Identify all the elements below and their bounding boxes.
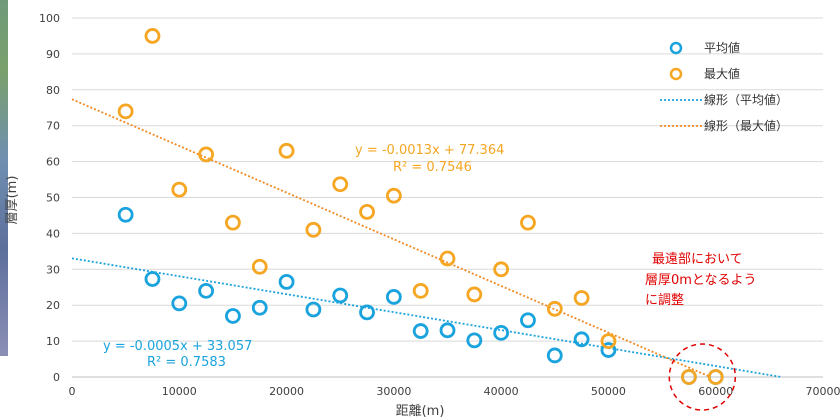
trend-max-equation: y = -0.0013x + 77.364 [355,143,504,158]
point-max [198,146,215,163]
point-avg [439,322,456,339]
y-tick-label: 40 [46,227,60,240]
x-tick-label: 60000 [698,385,733,398]
legend-max-marker [669,67,683,81]
trend-avg-equation: y = -0.0005x + 33.057 [103,339,252,354]
point-avg [251,299,268,316]
point-avg [305,301,322,318]
point-avg [546,347,563,364]
point-avg [171,295,188,312]
point-avg [225,308,241,324]
x-tick-label: 70000 [806,385,840,398]
y-axis-label: 層厚(m) [5,176,20,225]
y-tick-label: 20 [46,299,60,312]
point-max [144,28,161,44]
point-max [493,261,510,278]
y-tick-label: 30 [46,263,60,276]
x-tick-label: 50000 [591,385,626,398]
point-max [225,214,241,231]
x-tick-label: 20000 [269,385,304,398]
trendlines [71,98,782,378]
point-max [412,282,429,299]
point-max [466,286,483,303]
annotation-line-3: に調整 [645,293,684,308]
legend-trend-max-label: 線形（最大値） [704,118,788,133]
x-tick-label: 30000 [376,385,411,398]
trendline-equations: y = -0.0013x + 77.364 R² = 0.7546 y = -0… [103,143,504,370]
point-avg [493,324,510,341]
y-tick-label: 70 [46,120,60,133]
trendline-max [71,98,711,378]
point-max [171,181,188,198]
point-max [707,369,724,385]
point-avg [520,312,536,329]
point-max [305,221,322,238]
point-avg [117,206,134,223]
point-max [680,369,697,385]
x-tick-label: 10000 [162,385,197,398]
annotation: 最遠部において 層厚0mとなるよう に調整 [645,252,757,411]
annotation-line-1: 最遠部において [652,252,743,267]
trend-avg-r2: R² = 0.7583 [147,355,226,370]
point-max [439,250,456,267]
y-tick-label: 50 [46,192,60,205]
point-max [546,300,563,317]
point-avg [359,304,375,321]
legend: 平均値 最大値 線形（平均値） 線形（最大値） [660,40,788,133]
x-tick-label: 40000 [484,385,519,398]
point-avg [600,342,617,358]
point-max [385,187,402,204]
y-tick-label: 60 [46,156,60,169]
point-max [359,203,375,220]
y-tick-label: 100 [39,12,60,25]
annotation-line-2: 層厚0mとなるよう [645,273,757,288]
legend-max-label: 最大値 [704,66,740,81]
point-max [332,176,349,193]
x-axis-label: 距離(m) [396,404,445,419]
point-avg [332,287,349,304]
y-tick-label: 80 [46,84,60,97]
point-max [117,103,134,120]
point-avg [412,323,429,339]
x-tick-label: 0 [69,385,76,398]
data-points [117,28,724,385]
point-avg [278,273,295,290]
point-avg [466,332,483,349]
left-image-strip [0,0,8,356]
point-max [251,258,268,275]
point-max [573,290,590,306]
annotation-circle [668,343,737,411]
point-max [520,214,536,231]
point-avg [198,282,215,299]
legend-avg-marker [669,41,683,55]
y-tick-label: 90 [46,48,60,61]
legend-trend-avg-label: 線形（平均値） [704,92,788,107]
y-tick-label: 0 [53,371,60,384]
point-avg [385,289,402,305]
y-tick-label: 10 [46,335,60,348]
tick-labels: 0 10 20 30 40 50 60 70 80 90 100 0 10000 20000 30000 40… [39,12,840,398]
point-avg [573,331,590,348]
point-max [278,142,295,159]
grid-lines [72,17,823,342]
point-avg [144,271,161,287]
point-max [600,333,617,350]
legend-avg-label: 平均値 [704,40,740,55]
trend-max-r2: R² = 0.7546 [393,160,472,175]
